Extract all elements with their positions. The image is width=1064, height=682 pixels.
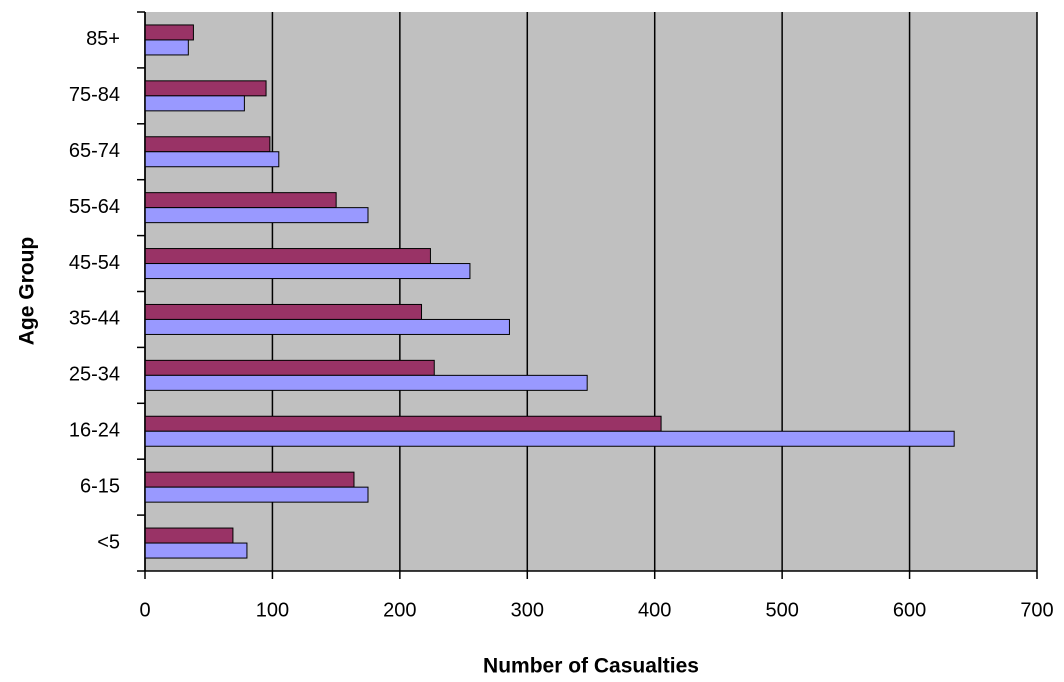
- y-tick-label: 55-64: [69, 196, 120, 218]
- x-tick-label: 700: [1020, 599, 1053, 621]
- y-tick-label: 25-34: [69, 364, 120, 386]
- bar: [144, 303, 423, 320]
- bar: [144, 248, 431, 265]
- bar: [144, 430, 955, 447]
- y-tick-label: 75-84: [69, 84, 120, 106]
- bar: [144, 471, 355, 488]
- bar: [144, 207, 369, 224]
- y-tick-label: 6-15: [80, 475, 120, 497]
- bar: [144, 24, 194, 41]
- y-tick-label: 85+: [86, 28, 120, 50]
- x-tick-label: 500: [765, 599, 798, 621]
- y-tick-label: <5: [97, 531, 120, 553]
- x-tick-label: 300: [511, 599, 544, 621]
- bar: [144, 95, 245, 112]
- y-tick-label: 65-74: [69, 140, 120, 162]
- bar: [144, 415, 662, 432]
- bar: [144, 136, 271, 153]
- y-tick-label: 16-24: [69, 420, 120, 442]
- bar: [144, 192, 337, 209]
- bar: [144, 151, 280, 168]
- x-tick-label: 200: [383, 599, 416, 621]
- bar: [144, 80, 267, 97]
- bar: [144, 486, 369, 503]
- x-tick-label: 100: [256, 599, 289, 621]
- bar: [144, 359, 435, 376]
- bar: [144, 263, 471, 280]
- bar: [144, 318, 510, 335]
- y-tick-label: 35-44: [69, 308, 120, 330]
- x-tick-label: 400: [638, 599, 671, 621]
- y-tick-label: 45-54: [69, 252, 120, 274]
- y-axis-title: Age Group: [16, 237, 39, 346]
- bar: [144, 527, 234, 544]
- x-tick-label: 600: [893, 599, 926, 621]
- bar: [144, 542, 248, 559]
- bar: [144, 374, 588, 391]
- x-tick-label: 0: [139, 599, 150, 621]
- x-axis-title: Number of Casualties: [483, 655, 699, 678]
- bar: [144, 39, 189, 56]
